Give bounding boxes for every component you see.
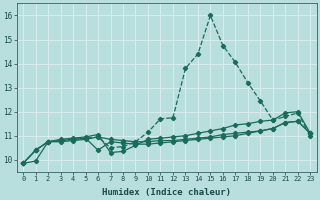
X-axis label: Humidex (Indice chaleur): Humidex (Indice chaleur) <box>102 188 231 197</box>
